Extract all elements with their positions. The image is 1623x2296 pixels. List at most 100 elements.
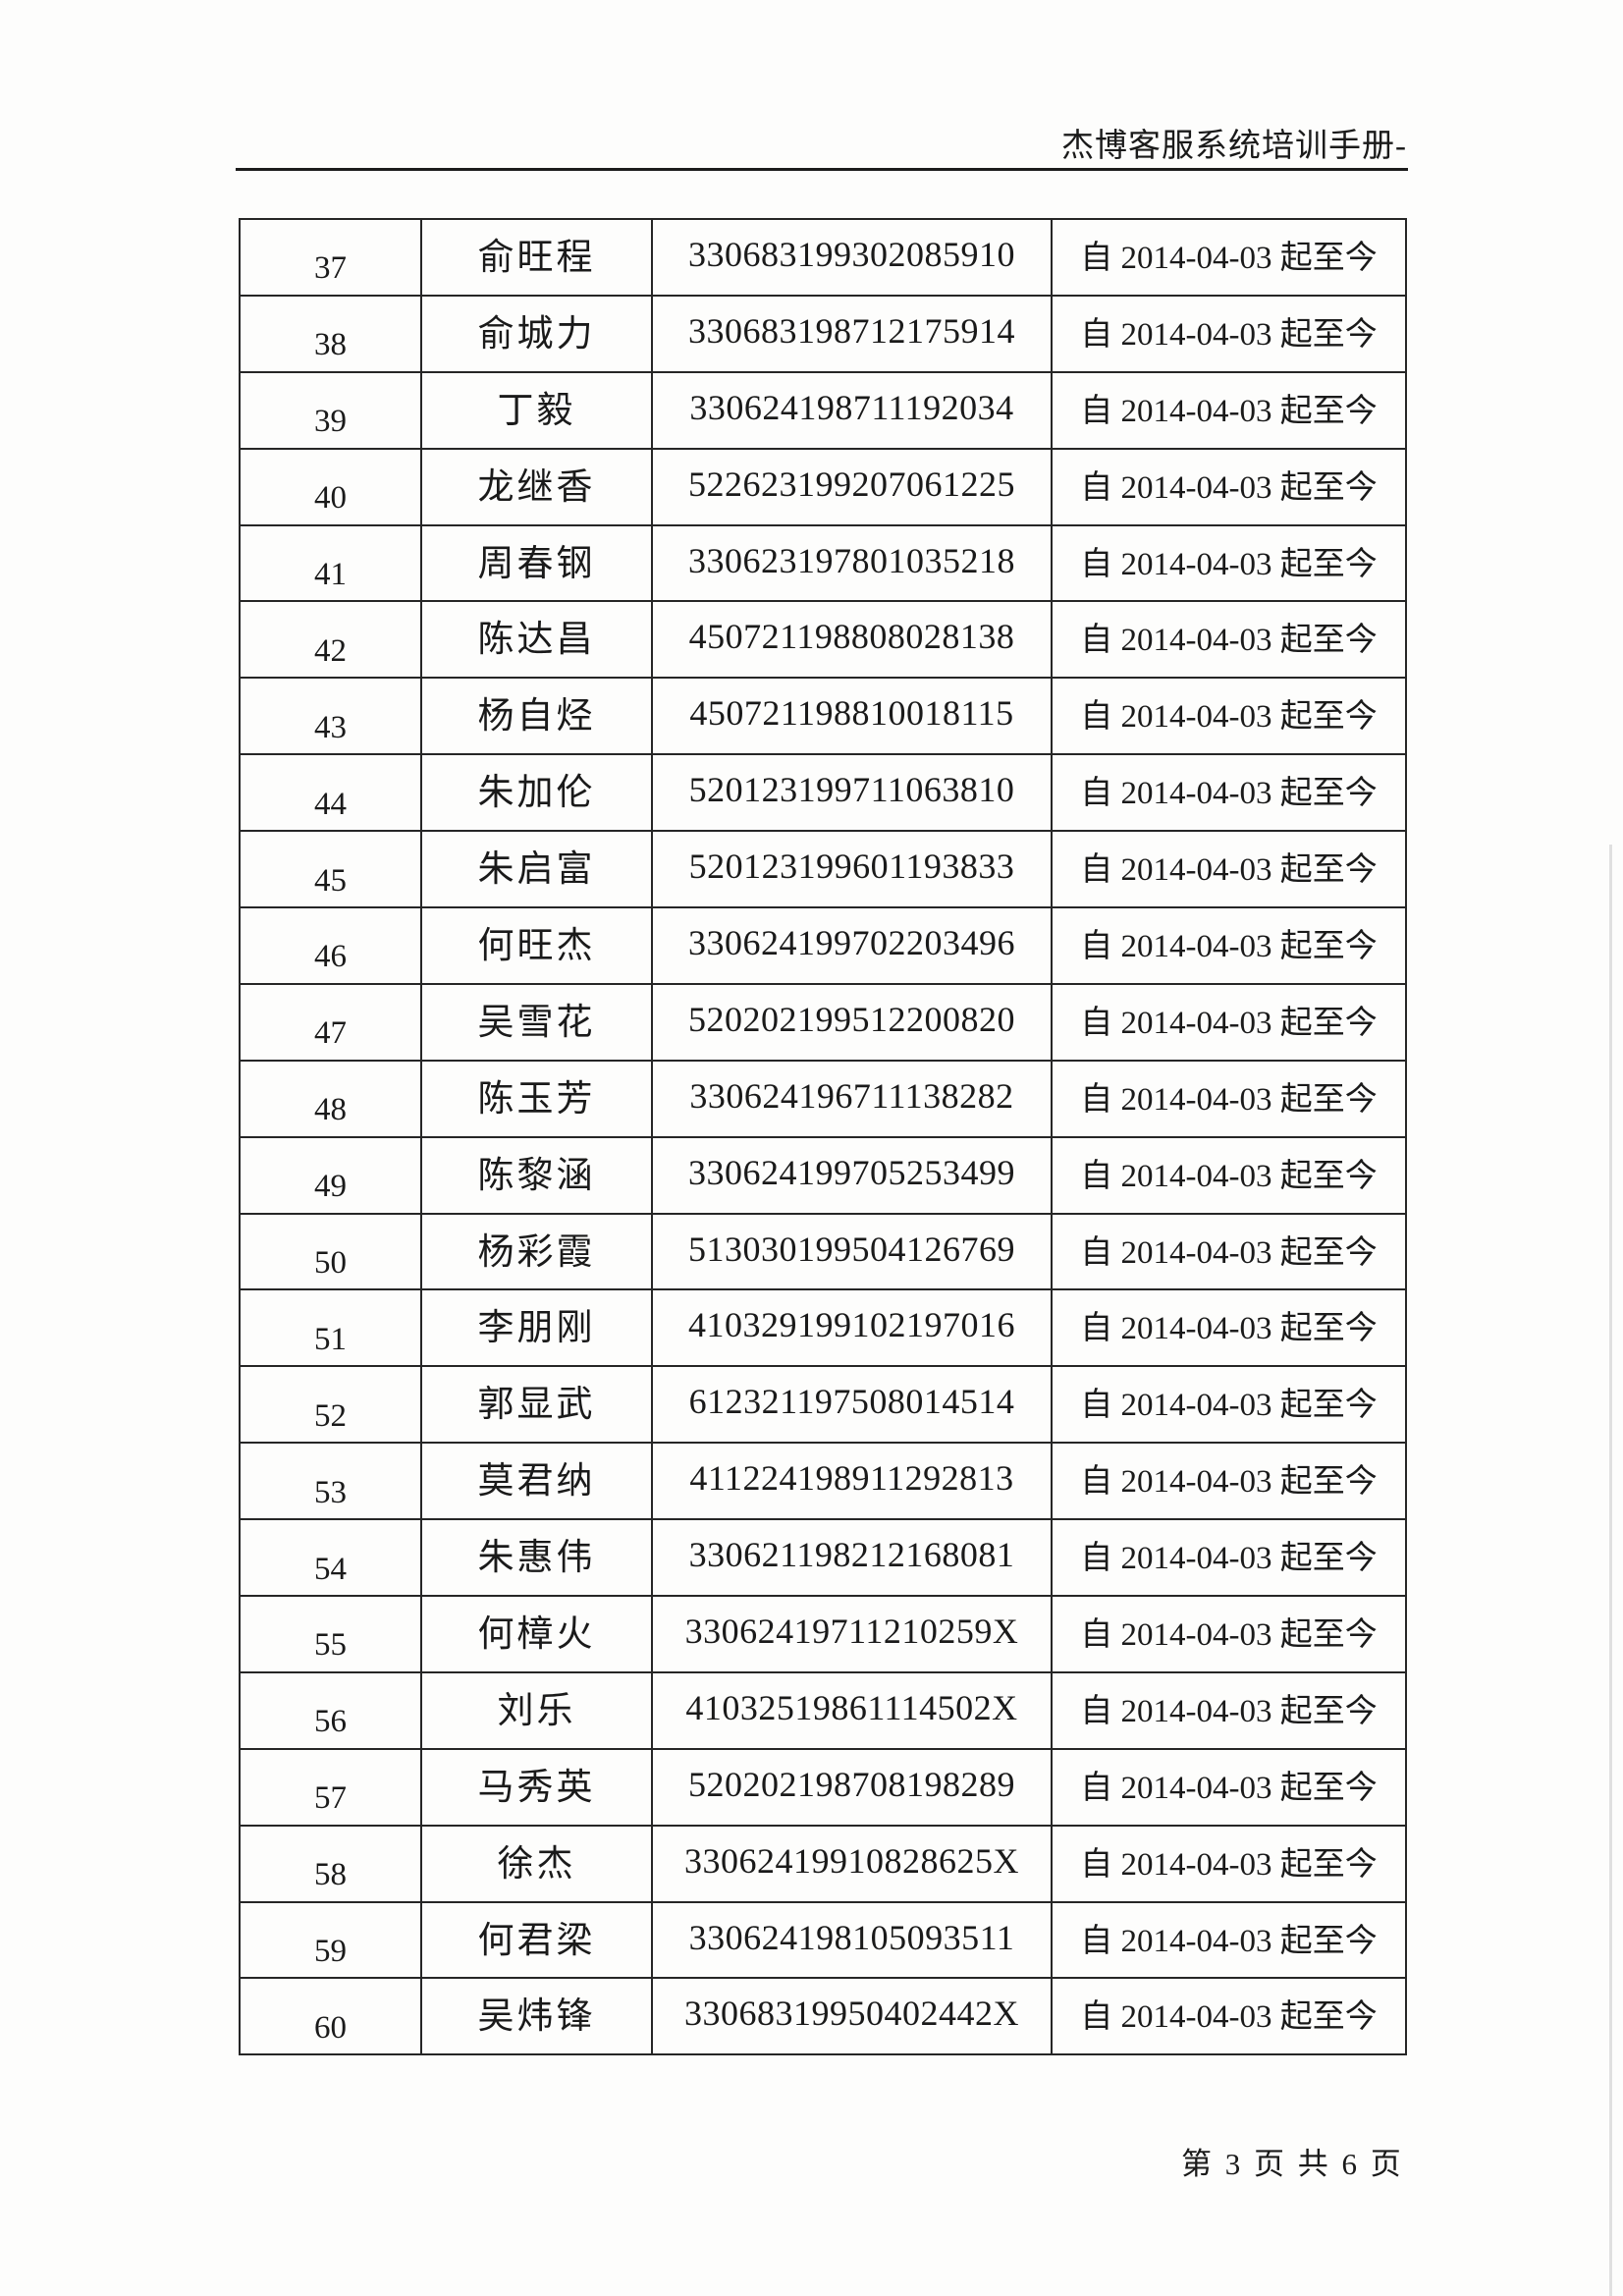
header-rule (236, 168, 1408, 171)
cell-row-number: 41 (239, 523, 422, 603)
person-name-text: 吴雪花 (477, 1002, 596, 1043)
row-number-text: 39 (314, 404, 347, 440)
id-number-text: 330683199302085910 (688, 234, 1015, 274)
table-row: 37 俞旺程 330683199302085910 自 2014-04-03 起至今 (239, 218, 1407, 297)
cell-validity-period: 自 2014-04-03 起至今 (1051, 370, 1407, 450)
cell-row-number: 46 (239, 906, 422, 985)
table-row: 54 朱惠伟 330621198212168081 自 2014-04-03 起至今 (239, 1518, 1407, 1598)
cell-person-name: 朱启富 (420, 830, 653, 909)
cell-id-number: 330621198212168081 (651, 1518, 1053, 1598)
cell-row-number: 44 (239, 753, 422, 833)
row-number-text: 49 (314, 1169, 347, 1205)
person-name-text: 俞旺程 (477, 237, 596, 278)
validity-period-text: 自 2014-04-03 起至今 (1080, 1464, 1378, 1501)
row-number-text: 38 (314, 327, 347, 363)
cell-validity-period: 自 2014-04-03 起至今 (1051, 447, 1407, 526)
validity-period-text: 自 2014-04-03 起至今 (1080, 469, 1378, 506)
id-number-text: 450721198810018115 (689, 693, 1014, 734)
cell-row-number: 55 (239, 1595, 422, 1673)
person-name-text: 莫君纳 (477, 1461, 596, 1503)
table-row: 46 何旺杰 330624199702203496 自 2014-04-03 起至今 (239, 906, 1407, 985)
validity-period-text: 自 2014-04-03 起至今 (1080, 1005, 1378, 1041)
person-name-text: 龙继香 (477, 466, 596, 508)
person-name-text: 徐杰 (497, 1843, 576, 1885)
person-name-text: 杨自烃 (477, 696, 596, 738)
validity-period-text: 自 2014-04-03 起至今 (1080, 928, 1378, 964)
cell-id-number: 520123199601193833 (651, 830, 1053, 909)
person-name-text: 何樟火 (477, 1613, 596, 1655)
cell-validity-period: 自 2014-04-03 起至今 (1051, 1059, 1407, 1138)
validity-period-text: 自 2014-04-03 起至今 (1080, 1081, 1378, 1118)
table-row: 52 郭显武 612321197508014514 自 2014-04-03 起至今 (239, 1365, 1407, 1445)
cell-validity-period: 自 2014-04-03 起至今 (1051, 1442, 1407, 1521)
id-number-text: 411224198911292813 (689, 1458, 1014, 1499)
cell-validity-period: 自 2014-04-03 起至今 (1051, 600, 1407, 680)
id-number-text: 450721198808028138 (688, 617, 1015, 657)
person-name-text: 周春钢 (477, 543, 596, 584)
cell-id-number: 520202198708198289 (651, 1747, 1053, 1827)
validity-period-text: 自 2014-04-03 起至今 (1080, 1999, 1378, 2036)
cell-row-number: 50 (239, 1212, 422, 1291)
cell-validity-period: 自 2014-04-03 起至今 (1051, 1365, 1407, 1445)
cell-person-name: 何君梁 (420, 1900, 653, 1980)
cell-person-name: 周春钢 (420, 523, 653, 603)
cell-person-name: 俞城力 (420, 294, 653, 373)
cell-validity-period: 自 2014-04-03 起至今 (1051, 982, 1407, 1062)
validity-period-text: 自 2014-04-03 起至今 (1080, 852, 1378, 889)
person-name-text: 陈玉芳 (477, 1078, 596, 1120)
table-row: 40 龙继香 522623199207061225 自 2014-04-03 起至今 (239, 447, 1407, 526)
table-row: 47 吴雪花 520202199512200820 自 2014-04-03 起至今 (239, 982, 1407, 1062)
cell-person-name: 马秀英 (420, 1747, 653, 1827)
person-name-text: 吴炜锋 (477, 1996, 596, 2038)
row-number-text: 50 (314, 1245, 347, 1282)
cell-validity-period: 自 2014-04-03 起至今 (1051, 218, 1407, 297)
row-number-text: 48 (314, 1092, 347, 1128)
person-name-text: 杨彩霞 (477, 1231, 596, 1273)
row-number-text: 55 (314, 1627, 347, 1664)
cell-person-name: 陈达昌 (420, 600, 653, 680)
cell-id-number: 330683198712175914 (651, 294, 1053, 373)
person-name-text: 何君梁 (477, 1920, 596, 1961)
cell-validity-period: 自 2014-04-03 起至今 (1051, 1212, 1407, 1291)
page-header-title: 杰博客服系统培训手册- (1061, 129, 1407, 164)
cell-id-number: 41032519861114502X (651, 1670, 1053, 1750)
id-number-text: 330624199702203496 (688, 922, 1015, 962)
person-name-text: 陈达昌 (477, 620, 596, 661)
cell-row-number: 51 (239, 1288, 422, 1368)
cell-validity-period: 自 2014-04-03 起至今 (1051, 523, 1407, 603)
cell-person-name: 龙继香 (420, 447, 653, 526)
cell-person-name: 郭显武 (420, 1365, 653, 1445)
validity-period-text: 自 2014-04-03 起至今 (1080, 1234, 1378, 1271)
person-name-text: 何旺杰 (477, 925, 596, 966)
cell-id-number: 522623199207061225 (651, 447, 1053, 526)
validity-period-text: 自 2014-04-03 起至今 (1080, 1616, 1378, 1653)
person-name-text: 陈黎涵 (477, 1155, 596, 1196)
table-row: 55 何樟火 33062419711210259X 自 2014-04-03 起至今 (239, 1595, 1407, 1673)
row-number-text: 46 (314, 939, 347, 975)
cell-validity-period: 自 2014-04-03 起至今 (1051, 906, 1407, 985)
table-row: 58 徐杰 33062419910828625X 自 2014-04-03 起至今 (239, 1824, 1407, 1903)
table-row: 53 莫君纳 411224198911292813 自 2014-04-03 起至今 (239, 1442, 1407, 1521)
cell-person-name: 朱加伦 (420, 753, 653, 833)
cell-row-number: 54 (239, 1518, 422, 1598)
cell-row-number: 49 (239, 1135, 422, 1215)
validity-period-text: 自 2014-04-03 起至今 (1080, 776, 1378, 812)
id-number-text: 520123199711063810 (688, 770, 1015, 810)
table-row: 57 马秀英 520202198708198289 自 2014-04-03 起至今 (239, 1747, 1407, 1827)
row-number-text: 57 (314, 1780, 347, 1817)
validity-period-text: 自 2014-04-03 起至今 (1080, 1770, 1378, 1806)
cell-id-number: 411224198911292813 (651, 1442, 1053, 1521)
validity-period-text: 自 2014-04-03 起至今 (1080, 1388, 1378, 1424)
row-number-text: 60 (314, 2009, 347, 2046)
cell-person-name: 刘乐 (420, 1670, 653, 1750)
row-number-text: 40 (314, 480, 347, 517)
cell-row-number: 38 (239, 294, 422, 373)
id-number-text: 612321197508014514 (688, 1382, 1015, 1422)
cell-person-name: 何樟火 (420, 1595, 653, 1673)
cell-validity-period: 自 2014-04-03 起至今 (1051, 294, 1407, 373)
id-number-text: 330683198712175914 (688, 310, 1015, 351)
id-number-text: 520202199512200820 (688, 999, 1015, 1039)
id-number-text: 330624199705253499 (688, 1152, 1015, 1192)
validity-period-text: 自 2014-04-03 起至今 (1080, 393, 1378, 429)
